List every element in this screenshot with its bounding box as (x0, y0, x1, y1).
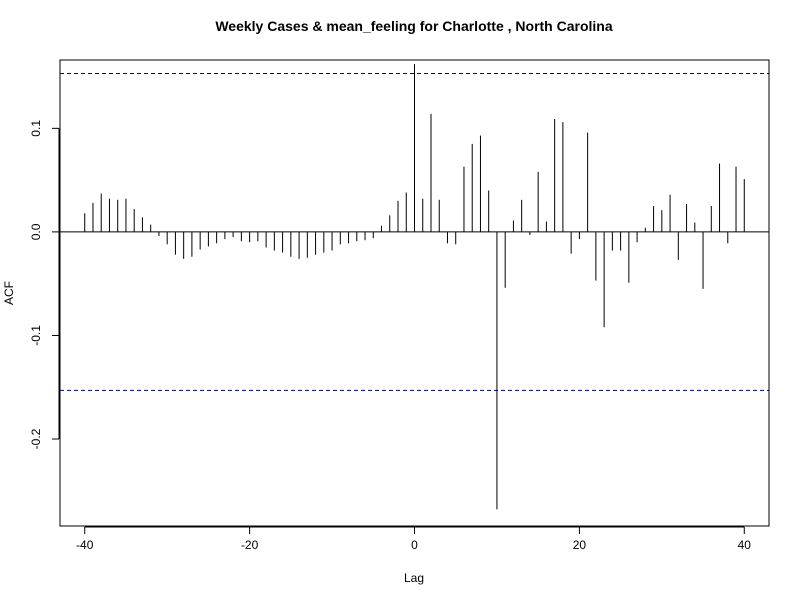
x-tick-label: -20 (241, 538, 259, 552)
x-tick-label: 20 (573, 538, 587, 552)
y-tick-label: -0.2 (29, 428, 43, 449)
y-tick-label: -0.1 (29, 325, 43, 346)
y-tick-label: 0.1 (29, 120, 43, 137)
x-tick-label: 40 (738, 538, 752, 552)
chart-title: Weekly Cases & mean_feeling for Charlott… (215, 18, 613, 34)
plot-frame (59, 59, 770, 527)
acf-bars (84, 64, 745, 510)
y-axis: -0.2 -0.1 0.0 0.1 (29, 120, 60, 449)
x-tick-label: -40 (76, 538, 94, 552)
y-tick-label: 0.0 (29, 223, 43, 240)
x-axis-label: Lag (404, 571, 424, 585)
x-tick-label: 0 (411, 538, 418, 552)
x-axis: -40 -20 0 20 40 (76, 526, 752, 552)
confidence-lines (60, 72, 769, 391)
y-axis-label: ACF (2, 281, 16, 305)
